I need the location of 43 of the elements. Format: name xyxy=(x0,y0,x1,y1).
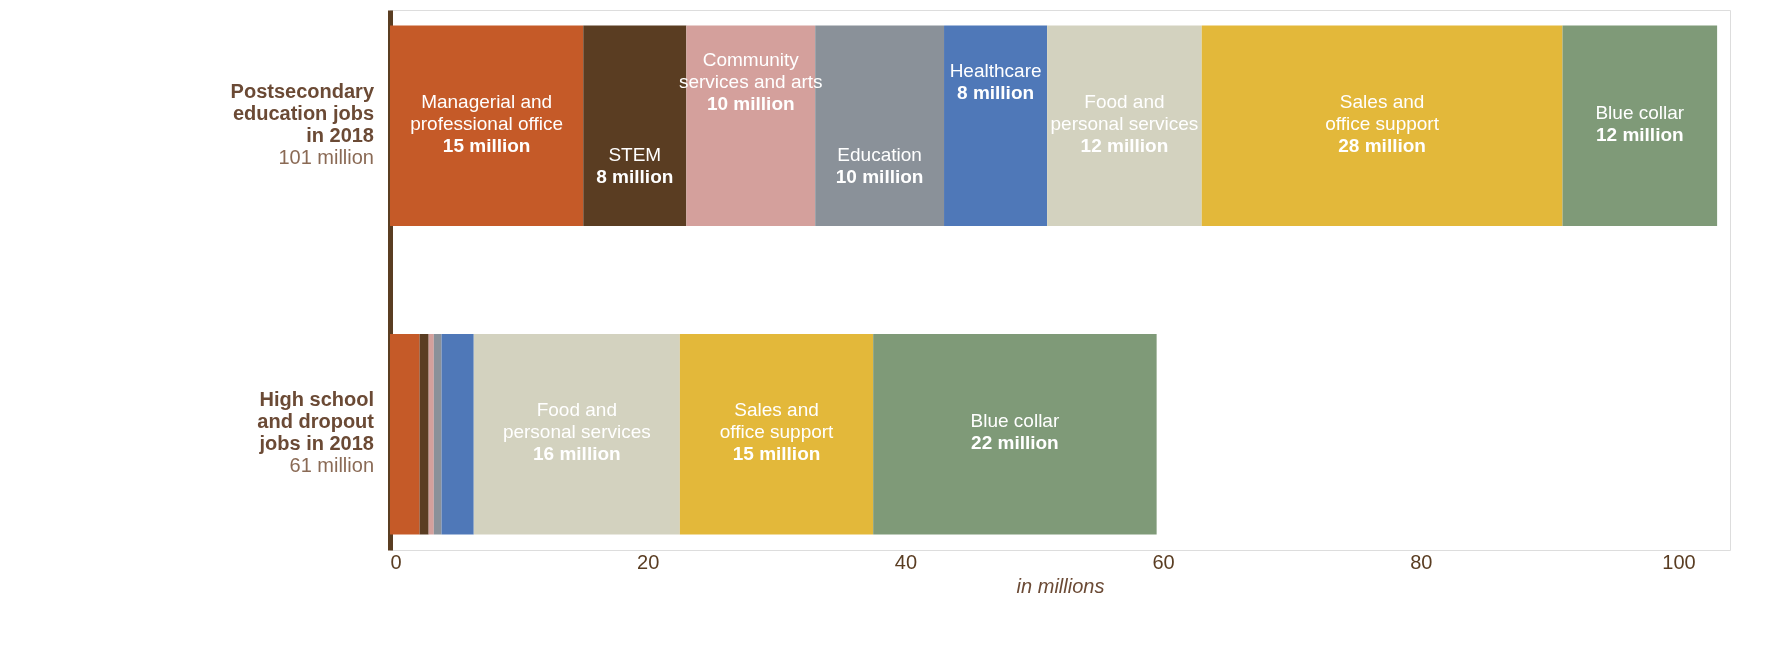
series-label: STEM xyxy=(608,143,662,165)
text: Food and personal services xyxy=(502,399,651,443)
series-label: Managerial and professional office xyxy=(410,90,564,134)
data-label: 10 million xyxy=(835,165,924,187)
data-label: 8 million xyxy=(957,81,1035,103)
text: Blue collar xyxy=(970,410,1060,432)
data-label: 28 million xyxy=(1338,134,1426,156)
y-tick-label: High school and dropout jobs in 2018 xyxy=(257,388,375,455)
series-label: Food and personal services xyxy=(1050,90,1199,134)
series-label: Blue collar xyxy=(1595,101,1685,123)
text: Sales and office support xyxy=(1325,90,1439,134)
bar xyxy=(873,334,1157,535)
data-label: 10 million xyxy=(706,92,795,114)
bar xyxy=(1562,25,1718,226)
data-label: 15 million xyxy=(442,134,531,156)
x-axis-title: in millions xyxy=(1016,574,1105,597)
bar xyxy=(944,25,1048,226)
bar xyxy=(1201,25,1563,226)
series-label: Education xyxy=(837,143,922,165)
bar xyxy=(473,334,680,535)
x-tick-label: 40 xyxy=(894,550,918,573)
total-label: 61 million xyxy=(289,454,374,477)
total-label: 101 million xyxy=(278,145,374,168)
bar xyxy=(441,334,474,535)
x-tick-label: 100 xyxy=(1662,550,1696,573)
bar xyxy=(1047,25,1202,226)
bar xyxy=(428,334,434,535)
bar xyxy=(679,334,874,535)
series-label: Sales and office support xyxy=(719,399,835,443)
bar xyxy=(433,334,442,535)
data-label: 12 million xyxy=(1595,123,1684,145)
data-label: 15 million xyxy=(732,443,821,465)
x-tick-label: 20 xyxy=(637,550,660,573)
y-tick-label: Postsecondary education jobs in 2018 xyxy=(230,79,375,146)
x-tick-label: 60 xyxy=(1152,550,1175,573)
data-label: 12 million xyxy=(1080,134,1169,156)
x-tick-label: 80 xyxy=(1410,550,1433,573)
data-label: 22 million xyxy=(971,432,1059,454)
data-label: 16 million xyxy=(533,443,621,465)
x-tick-label: 0 xyxy=(390,550,402,573)
data-label: 8 million xyxy=(596,165,674,187)
series-label: Healthcare xyxy=(949,59,1042,81)
bar xyxy=(419,334,429,535)
